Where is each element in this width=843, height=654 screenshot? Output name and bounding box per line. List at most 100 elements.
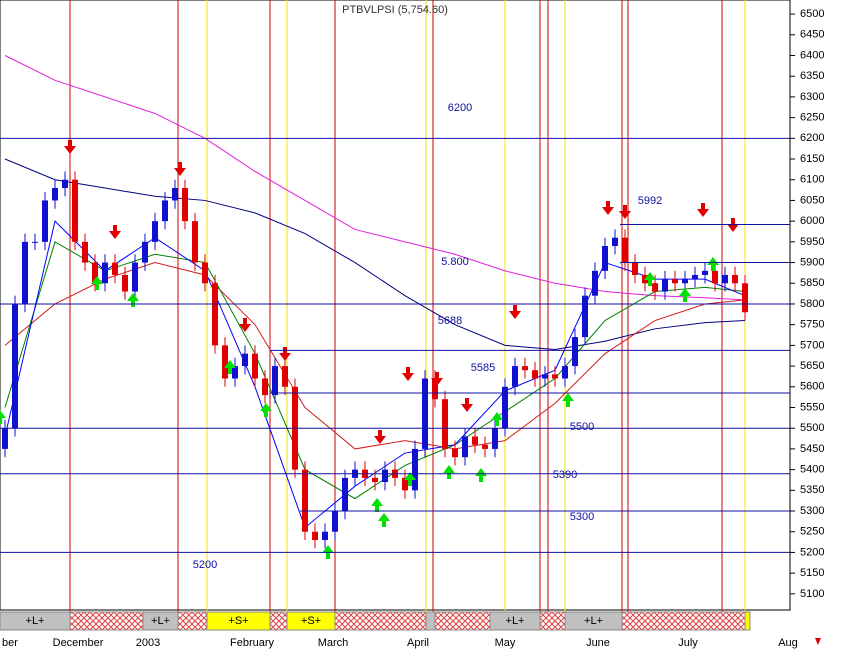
level-label: 5500 <box>570 421 594 433</box>
y-tick-label: 5900 <box>800 256 824 268</box>
candle-body <box>252 353 258 379</box>
x-tick-label: Aug <box>778 637 798 649</box>
candle-body <box>32 241 38 243</box>
arrow-icon <box>815 638 821 645</box>
candle-body <box>202 262 208 284</box>
candle-body <box>442 399 448 449</box>
candle-body <box>662 279 668 292</box>
band-segment <box>69 611 144 631</box>
signal-band: +L+ +L+ +S+ +S+ +L+ +L+ <box>0 611 751 631</box>
sell-arrow <box>461 398 473 412</box>
x-tick-label: 2003 <box>136 637 160 649</box>
level-label: 5200 <box>193 559 217 571</box>
band-label: +S+ <box>228 615 248 627</box>
sell-arrow <box>279 347 291 361</box>
candle-body <box>652 283 658 292</box>
candle-body <box>172 188 178 201</box>
buy-arrow <box>679 288 691 302</box>
candle-body <box>12 303 18 429</box>
y-tick-label: 5550 <box>800 401 824 413</box>
candle-body <box>112 262 118 275</box>
candle-body <box>592 270 598 296</box>
y-tick-label: 6100 <box>800 174 824 186</box>
level-label: 6200 <box>448 102 472 114</box>
sell-arrow <box>619 205 631 219</box>
candle-body <box>432 378 438 400</box>
sell-arrow <box>402 367 414 381</box>
buy-arrow <box>224 360 236 374</box>
candle-body <box>542 374 548 379</box>
level-label: 5688 <box>438 315 462 327</box>
y-tick-label: 6350 <box>800 70 824 82</box>
candle-body <box>732 274 738 284</box>
y-tick-label: 5400 <box>800 464 824 476</box>
candle-body <box>312 531 318 541</box>
y-tick-label: 6050 <box>800 194 824 206</box>
candle-body <box>622 237 628 263</box>
level-label: 5585 <box>471 362 495 374</box>
candle-body <box>722 274 728 284</box>
sell-arrow <box>727 218 739 232</box>
y-tick-label: 6450 <box>800 29 824 41</box>
candle-body <box>492 428 498 449</box>
y-tick-label: 5850 <box>800 277 824 289</box>
candle-body <box>212 283 218 346</box>
candle-body <box>712 270 718 284</box>
candle-body <box>472 436 478 445</box>
y-tick-label: 6150 <box>800 153 824 165</box>
y-tick-label: 6300 <box>800 91 824 103</box>
y-tick-label: 5350 <box>800 484 824 496</box>
candle-body <box>2 428 8 449</box>
candle-body <box>122 274 128 292</box>
candle-body <box>602 245 608 271</box>
buy-arrow <box>260 403 272 417</box>
sell-arrow <box>174 162 186 176</box>
plot-area <box>0 0 791 611</box>
buy-arrow <box>707 257 719 271</box>
band-label: +L+ <box>151 615 170 627</box>
candle-body <box>132 262 138 292</box>
moving-average <box>4 241 746 500</box>
candle-body <box>372 477 378 483</box>
candle-body <box>462 436 468 458</box>
buy-arrow <box>371 498 383 512</box>
candle-body <box>222 345 228 379</box>
band-segment <box>434 611 491 631</box>
candle-body <box>672 279 678 284</box>
candle-body <box>102 262 108 284</box>
candle-body <box>72 179 78 242</box>
candle-body <box>322 531 328 541</box>
x-tick-label: June <box>586 637 610 649</box>
moving-average <box>4 55 746 301</box>
band-segment <box>177 611 208 631</box>
candle-body <box>612 237 618 246</box>
candle-body <box>232 366 238 379</box>
candle-body <box>532 370 538 379</box>
x-tick-label: July <box>678 637 698 649</box>
band-label: +S+ <box>301 615 321 627</box>
candle-body <box>92 262 98 284</box>
candle-body <box>692 274 698 280</box>
candle-body <box>452 448 458 458</box>
level-label: 5.800 <box>441 256 469 268</box>
y-tick-label: 5750 <box>800 319 824 331</box>
band-label: +L+ <box>584 615 603 627</box>
candle-body <box>482 444 488 449</box>
candle-body <box>82 241 88 263</box>
moving-average <box>4 220 746 529</box>
candle-body <box>152 221 158 242</box>
sell-arrow <box>239 318 251 332</box>
buy-arrow <box>644 272 656 286</box>
candle-body <box>22 241 28 304</box>
level-label: 5300 <box>570 511 594 523</box>
candle-body <box>52 188 58 201</box>
buy-arrow <box>0 410 6 424</box>
buy-arrow <box>91 276 103 290</box>
buy-arrow <box>562 393 574 407</box>
band-segment <box>334 611 427 631</box>
candle-body <box>522 366 528 371</box>
y-tick-label: 5950 <box>800 236 824 248</box>
band-segment <box>744 611 751 631</box>
candle-body <box>142 241 148 263</box>
candle-body <box>502 386 508 429</box>
